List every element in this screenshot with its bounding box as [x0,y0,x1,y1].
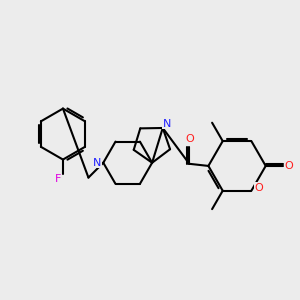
Text: O: O [185,134,194,144]
Text: F: F [55,174,61,184]
Text: O: O [254,183,263,193]
Text: O: O [285,161,293,171]
Text: N: N [93,158,101,168]
Text: N: N [163,119,171,129]
